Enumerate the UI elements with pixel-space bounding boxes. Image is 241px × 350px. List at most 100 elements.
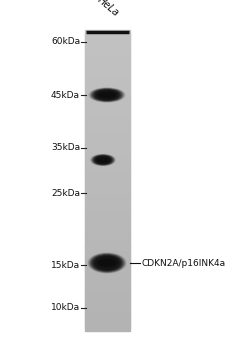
Bar xyxy=(85,189,130,192)
Ellipse shape xyxy=(99,92,115,98)
Ellipse shape xyxy=(92,255,122,271)
Ellipse shape xyxy=(91,89,123,101)
Ellipse shape xyxy=(93,90,121,100)
Bar xyxy=(85,249,130,252)
Bar xyxy=(85,63,130,66)
Bar xyxy=(85,210,130,214)
Bar xyxy=(85,60,130,63)
Ellipse shape xyxy=(100,260,114,266)
Bar xyxy=(85,54,130,57)
Ellipse shape xyxy=(101,159,105,161)
Ellipse shape xyxy=(97,258,117,268)
Bar xyxy=(85,144,130,147)
Ellipse shape xyxy=(93,155,113,164)
Bar xyxy=(85,186,130,189)
Bar xyxy=(85,261,130,265)
Ellipse shape xyxy=(96,91,118,99)
Bar xyxy=(85,243,130,246)
Bar xyxy=(85,42,130,46)
Bar xyxy=(85,123,130,126)
Ellipse shape xyxy=(97,91,117,99)
Ellipse shape xyxy=(105,262,109,264)
Bar xyxy=(85,117,130,120)
Bar xyxy=(85,87,130,91)
Bar xyxy=(85,168,130,172)
Bar xyxy=(85,156,130,160)
Ellipse shape xyxy=(92,89,122,101)
Bar xyxy=(85,234,130,238)
Bar xyxy=(85,294,130,298)
Bar xyxy=(85,315,130,318)
Bar xyxy=(85,291,130,294)
Bar xyxy=(85,198,130,202)
Bar xyxy=(85,222,130,225)
Ellipse shape xyxy=(94,256,120,270)
Bar xyxy=(85,207,130,210)
Bar xyxy=(85,69,130,72)
Ellipse shape xyxy=(91,254,123,271)
Ellipse shape xyxy=(97,258,117,268)
Bar xyxy=(85,246,130,250)
Bar xyxy=(85,324,130,328)
Bar xyxy=(85,231,130,234)
Bar xyxy=(85,93,130,97)
Bar xyxy=(85,81,130,84)
Ellipse shape xyxy=(93,256,121,271)
Bar xyxy=(85,48,130,51)
Ellipse shape xyxy=(89,254,125,272)
Bar xyxy=(85,174,130,177)
Ellipse shape xyxy=(102,260,112,266)
Bar xyxy=(85,105,130,108)
Ellipse shape xyxy=(96,257,118,269)
Bar xyxy=(85,147,130,150)
Bar xyxy=(85,66,130,70)
Bar xyxy=(85,183,130,187)
Text: 35kDa: 35kDa xyxy=(51,144,80,153)
Bar xyxy=(85,75,130,78)
Ellipse shape xyxy=(94,256,120,270)
Ellipse shape xyxy=(96,91,118,99)
Bar xyxy=(85,108,130,112)
Bar xyxy=(85,285,130,288)
Bar xyxy=(85,120,130,124)
Bar xyxy=(85,114,130,118)
Bar xyxy=(85,279,130,282)
Ellipse shape xyxy=(90,254,124,272)
Ellipse shape xyxy=(94,90,120,100)
Ellipse shape xyxy=(94,156,112,164)
Bar xyxy=(85,159,130,162)
Bar xyxy=(85,303,130,307)
Bar xyxy=(85,51,130,55)
Bar xyxy=(85,72,130,76)
Text: 25kDa: 25kDa xyxy=(51,189,80,197)
Ellipse shape xyxy=(99,158,107,162)
Ellipse shape xyxy=(95,90,119,100)
Ellipse shape xyxy=(101,260,113,266)
Bar xyxy=(85,78,130,82)
Bar xyxy=(85,153,130,156)
Bar xyxy=(85,282,130,286)
Bar xyxy=(85,258,130,261)
Ellipse shape xyxy=(99,92,115,98)
Bar xyxy=(85,270,130,273)
Bar xyxy=(85,306,130,309)
Bar xyxy=(85,252,130,256)
Ellipse shape xyxy=(92,155,114,165)
Ellipse shape xyxy=(103,93,111,97)
Bar xyxy=(85,150,130,154)
Ellipse shape xyxy=(96,157,110,163)
Bar xyxy=(85,45,130,49)
Ellipse shape xyxy=(97,158,109,162)
Ellipse shape xyxy=(98,258,116,268)
Ellipse shape xyxy=(104,261,110,265)
Ellipse shape xyxy=(98,158,108,162)
Bar xyxy=(85,132,130,135)
Bar xyxy=(85,297,130,301)
Ellipse shape xyxy=(102,93,112,97)
Ellipse shape xyxy=(104,94,110,96)
Ellipse shape xyxy=(98,259,116,266)
Bar xyxy=(85,204,130,208)
Ellipse shape xyxy=(102,93,112,97)
Ellipse shape xyxy=(105,94,109,96)
Bar xyxy=(85,264,130,267)
